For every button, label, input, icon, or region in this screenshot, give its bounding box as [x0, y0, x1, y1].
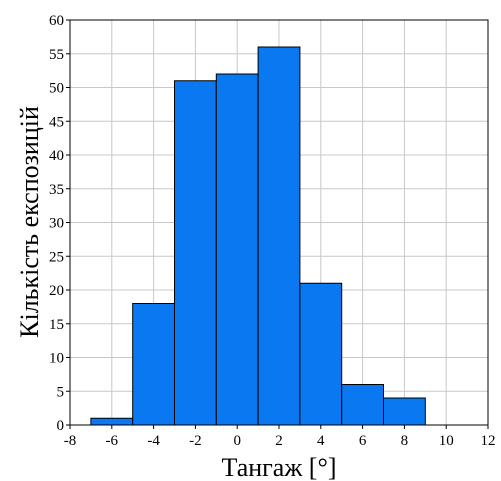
y-tick-label: 5 — [57, 384, 65, 400]
histogram-bar — [215, 73, 259, 426]
x-tick-label: 10 — [439, 433, 454, 449]
x-tick-label: 4 — [317, 433, 325, 449]
histogram-bar — [132, 303, 175, 426]
y-tick-label: 40 — [49, 148, 64, 164]
y-axis-ticks: 0 5 10 15 20 25 30 35 40 45 50 55 60 — [49, 13, 70, 434]
histogram-bar — [383, 397, 426, 426]
y-tick-label: 25 — [49, 249, 64, 265]
y-tick-label: 55 — [49, 47, 64, 63]
histogram-bar — [174, 80, 217, 426]
histogram-bar — [299, 282, 343, 426]
y-tick-label: 60 — [49, 13, 64, 29]
x-tick-label: 6 — [359, 433, 367, 449]
y-tick-label: 15 — [49, 317, 64, 333]
y-tick-label: 50 — [49, 81, 64, 97]
x-tick-label: 0 — [233, 433, 241, 449]
y-tick-label: 0 — [57, 418, 65, 434]
y-tick-label: 45 — [49, 114, 64, 130]
x-tick-label: 8 — [401, 433, 409, 449]
y-tick-label: 20 — [49, 283, 64, 299]
y-axis-label: Кількість експозицій — [15, 106, 44, 338]
histogram-bar — [341, 384, 385, 426]
x-axis-ticks: -8 -6 -4 -2 0 2 4 6 8 10 12 — [64, 425, 496, 449]
histogram-bar — [90, 417, 134, 426]
x-tick-label: -6 — [106, 433, 119, 449]
x-tick-label: -2 — [189, 433, 202, 449]
x-tick-label: 12 — [481, 433, 496, 449]
histogram-bars — [90, 46, 426, 426]
x-axis-label: Тангаж [°] — [221, 453, 336, 481]
x-tick-label: 2 — [275, 433, 283, 449]
histogram-bar — [257, 46, 301, 426]
x-tick-label: -4 — [147, 433, 160, 449]
y-tick-label: 30 — [49, 216, 64, 232]
x-tick-label: -8 — [64, 433, 77, 449]
y-tick-label: 35 — [49, 182, 64, 198]
y-tick-label: 10 — [49, 351, 64, 367]
